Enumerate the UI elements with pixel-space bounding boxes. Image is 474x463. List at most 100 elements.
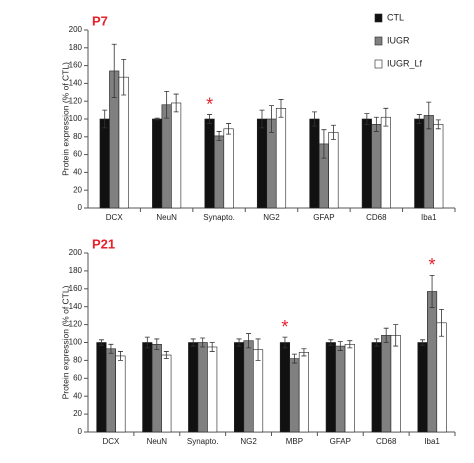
y-tick-label: 180 [69, 266, 83, 275]
error-bar [291, 353, 297, 364]
error-bar [255, 338, 261, 361]
significance-star: * [429, 255, 436, 275]
y-tick-label: 160 [69, 284, 83, 293]
error-bar [102, 109, 108, 129]
bar [207, 346, 218, 433]
error-bar [226, 123, 232, 135]
legend-swatch [374, 59, 383, 69]
bar [390, 335, 401, 433]
error-bar [173, 93, 179, 113]
error-bar [190, 338, 196, 347]
panel-title: P21 [92, 236, 115, 251]
y-tick-label: 0 [78, 427, 83, 436]
bar [96, 342, 107, 433]
error-bar [282, 336, 288, 349]
x-tick-label: DCX [106, 213, 124, 222]
significance-star: * [281, 317, 288, 337]
error-bar [111, 43, 117, 99]
bar [115, 355, 126, 433]
error-bar [207, 114, 213, 124]
bar [371, 342, 382, 433]
error-bar [163, 351, 169, 360]
x-tick-label: MBP [286, 437, 303, 446]
error-bar [420, 339, 426, 346]
error-bar [435, 119, 441, 130]
error-bar [200, 337, 206, 348]
error-bar [246, 333, 252, 349]
y-tick-label: 160 [69, 61, 83, 70]
bar [309, 118, 320, 209]
y-tick-label: 0 [78, 203, 83, 212]
error-bar [269, 105, 274, 133]
error-bar [98, 339, 104, 346]
bar [298, 352, 309, 433]
error-bar [259, 109, 265, 129]
y-tick-label: 40 [73, 168, 82, 177]
legend-swatch [374, 36, 383, 46]
bar [171, 102, 182, 209]
bar [328, 132, 339, 209]
error-bar [426, 101, 432, 130]
error-bar [383, 107, 389, 127]
y-tick-label: 40 [73, 391, 82, 400]
error-bar [321, 129, 327, 159]
error-bar [393, 324, 399, 347]
y-tick-label: 120 [69, 320, 83, 329]
error-bar [121, 58, 127, 96]
bar [151, 343, 162, 433]
y-tick-label: 60 [73, 150, 82, 159]
x-tick-label: CD68 [366, 213, 387, 222]
y-tick-label: 100 [69, 338, 83, 347]
y-axis-label: Protein expression (% of CTL) [60, 62, 70, 176]
x-tick-label: GFAP [313, 213, 334, 222]
error-bar [154, 117, 160, 121]
bar [152, 118, 163, 209]
error-bar [347, 340, 353, 349]
x-tick-label: NG2 [240, 437, 257, 446]
error-bar [154, 338, 160, 351]
y-tick-label: 80 [73, 356, 82, 365]
x-tick-label: CD68 [376, 437, 397, 446]
x-tick-label: Synapto. [203, 213, 235, 222]
bar [197, 342, 208, 433]
y-tick-label: 200 [69, 25, 83, 34]
error-bar [236, 338, 242, 347]
error-bar [373, 116, 379, 132]
y-tick-label: 140 [69, 302, 83, 311]
panel-title: P7 [92, 13, 108, 28]
error-bar [383, 327, 389, 343]
error-bar [416, 114, 422, 124]
bar [253, 349, 264, 433]
error-bar [108, 343, 114, 354]
bar [118, 76, 129, 209]
bar [423, 115, 434, 209]
error-bar [337, 341, 343, 351]
x-tick-label: DCX [102, 437, 120, 446]
error-bar [278, 99, 284, 118]
x-tick-label: NeuN [156, 213, 177, 222]
y-axis-label: Protein expression (% of CTL) [60, 285, 70, 399]
x-tick-label: Iba1 [424, 437, 440, 446]
x-tick-label: Iba1 [421, 213, 437, 222]
bar [417, 342, 428, 433]
y-tick-label: 100 [69, 114, 83, 123]
y-tick-label: 20 [73, 409, 82, 418]
y-tick-label: 200 [69, 248, 83, 257]
legend-label: IUGR [387, 35, 410, 45]
bar [142, 342, 153, 433]
error-bar [216, 131, 222, 141]
bar [214, 135, 225, 209]
error-bar [209, 342, 215, 352]
error-bar [374, 338, 380, 347]
bar [105, 348, 116, 433]
error-bar [301, 348, 307, 357]
y-tick-label: 80 [73, 132, 82, 141]
bar [223, 128, 234, 209]
error-bar [144, 336, 150, 349]
y-tick-label: 60 [73, 373, 82, 382]
bar [433, 124, 444, 209]
bar [436, 322, 447, 433]
bar [161, 354, 172, 433]
legend-label: IUGR_Lf [387, 58, 423, 68]
